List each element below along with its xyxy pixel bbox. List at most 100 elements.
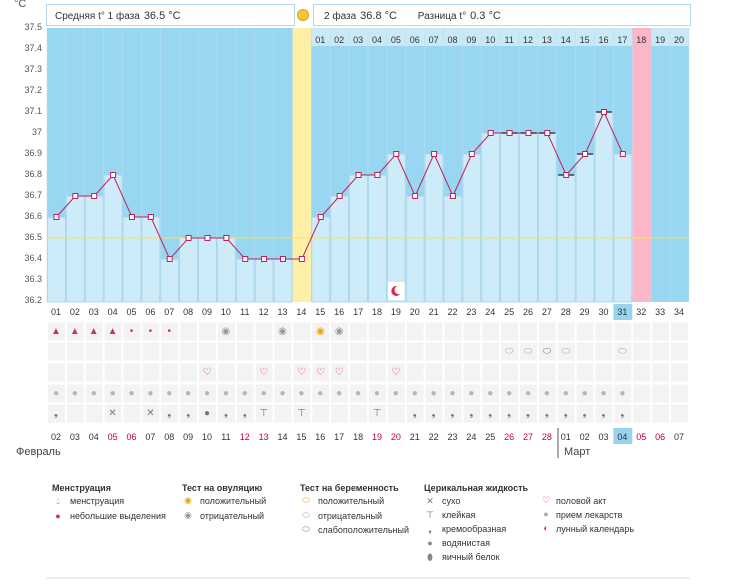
creamy-icon[interactable]: ❟ [601, 408, 606, 419]
creamy-icon[interactable]: ❟ [223, 408, 228, 419]
pill-icon[interactable]: ● [411, 388, 418, 399]
menstruation-icon[interactable]: ▲ [107, 326, 118, 337]
heart-icon[interactable]: ♡ [391, 367, 401, 378]
pill-icon[interactable]: ● [355, 388, 362, 399]
cycle-day-label[interactable]: 05 [126, 307, 137, 317]
creamy-icon[interactable]: ❟ [54, 408, 58, 419]
creamy-icon[interactable]: ❟ [186, 408, 191, 419]
pill-icon[interactable]: ● [166, 388, 173, 399]
cycle-day-label[interactable]: 20 [409, 307, 420, 317]
cycle-day-label[interactable]: 12 [258, 307, 269, 317]
cycle-day-label[interactable]: 32 [636, 307, 647, 317]
creamy-icon[interactable]: ❟ [563, 408, 568, 419]
heart-icon[interactable]: ♡ [334, 367, 344, 378]
cycle-day-label[interactable]: 26 [522, 307, 533, 317]
pill-icon[interactable]: ● [52, 388, 60, 399]
pill-icon[interactable]: ● [449, 388, 456, 399]
creamy-icon[interactable]: ❟ [412, 408, 417, 419]
cycle-day-label[interactable]: 25 [504, 307, 515, 317]
pill-icon[interactable]: ● [317, 388, 324, 399]
pill-icon[interactable]: ● [204, 388, 211, 399]
creamy-icon[interactable]: ❟ [582, 408, 587, 419]
menstruation-icon[interactable]: ▲ [51, 326, 61, 337]
cycle-day-label[interactable]: 34 [674, 307, 685, 317]
cycle-day-label[interactable]: 16 [334, 307, 345, 317]
water-icon[interactable]: ● [204, 408, 211, 419]
pill-icon[interactable]: ● [222, 388, 229, 399]
pill-icon[interactable]: ● [90, 388, 97, 399]
pill-icon[interactable]: ● [185, 388, 192, 399]
menstruation-icon[interactable]: ▲ [69, 326, 80, 337]
cycle-day-label[interactable]: 28 [560, 307, 571, 317]
pill-icon[interactable]: ● [392, 388, 399, 399]
cycle-day-label[interactable]: 04 [107, 307, 118, 317]
creamy-icon[interactable]: ❟ [526, 408, 530, 419]
pill-icon[interactable]: ● [71, 388, 78, 399]
cycle-day-label[interactable]: 03 [88, 307, 99, 317]
pill-icon[interactable]: ● [506, 388, 513, 399]
ovulation-positive-icon[interactable]: ◉ [315, 326, 325, 337]
cycle-day-label[interactable]: 10 [220, 307, 231, 317]
pill-icon[interactable]: ● [524, 388, 532, 399]
pill-icon[interactable]: ● [279, 388, 286, 399]
cycle-day-label[interactable]: 02 [69, 307, 80, 317]
cycle-day-label[interactable]: 08 [183, 307, 194, 317]
pill-icon[interactable]: ● [147, 388, 154, 399]
creamy-icon[interactable]: ❟ [431, 408, 436, 419]
heart-icon[interactable]: ♡ [259, 367, 269, 378]
pill-icon[interactable]: ● [430, 388, 437, 399]
pill-icon[interactable]: ● [581, 388, 588, 399]
cycle-day-label[interactable]: 18 [371, 307, 382, 317]
cycle-day-label[interactable]: 33 [655, 307, 666, 317]
cycle-day-label[interactable]: 15 [315, 307, 326, 317]
pill-icon[interactable]: ● [468, 388, 475, 399]
cycle-day-label[interactable]: 23 [466, 307, 477, 317]
cycle-day-label[interactable]: 24 [485, 307, 496, 317]
cycle-day-label[interactable]: 14 [296, 307, 307, 317]
pregnancy-negative-icon[interactable]: ⬭ [561, 346, 571, 357]
cycle-day-label[interactable]: 17 [353, 307, 364, 317]
dry-icon[interactable]: ✕ [108, 408, 117, 419]
creamy-icon[interactable]: ❟ [167, 408, 172, 419]
light-spotting-icon[interactable]: • [167, 326, 172, 337]
pill-icon[interactable]: ● [128, 388, 135, 399]
sticky-icon[interactable]: ⊤ [297, 408, 306, 419]
pregnancy-negative-icon[interactable]: ⬭ [523, 346, 533, 357]
dry-icon[interactable]: ✕ [146, 408, 155, 419]
cycle-day-label[interactable]: 11 [240, 307, 250, 317]
creamy-icon[interactable]: ❟ [242, 408, 247, 419]
creamy-icon[interactable]: ❟ [507, 408, 512, 419]
cycle-day-label[interactable]: 29 [579, 307, 590, 317]
creamy-icon[interactable]: ❟ [544, 408, 549, 419]
creamy-icon[interactable]: ❟ [469, 408, 474, 419]
pregnancy-negative-icon[interactable]: ⬭ [618, 346, 627, 357]
pill-icon[interactable]: ● [241, 388, 248, 399]
ovulation-negative-icon[interactable]: ◉ [334, 326, 344, 337]
light-spotting-icon[interactable]: • [148, 326, 153, 337]
creamy-icon[interactable]: ❟ [620, 408, 625, 419]
sticky-icon[interactable]: ⊤ [372, 408, 382, 419]
ovulation-negative-icon[interactable]: ◉ [278, 326, 287, 337]
heart-icon[interactable]: ♡ [296, 367, 306, 378]
cycle-day-label[interactable]: 13 [277, 307, 288, 317]
cycle-day-label[interactable]: 09 [202, 307, 213, 317]
pregnancy-weak-icon[interactable]: ⬭ [542, 346, 552, 357]
pill-icon[interactable]: ● [336, 388, 343, 399]
pill-icon[interactable]: ● [373, 388, 380, 399]
cycle-day-label[interactable]: 01 [50, 307, 61, 317]
pill-icon[interactable]: ● [298, 388, 305, 399]
cycle-day-label[interactable]: 30 [598, 307, 609, 317]
pill-icon[interactable]: ● [487, 388, 494, 399]
creamy-icon[interactable]: ❟ [488, 408, 493, 419]
sticky-icon[interactable]: ⊤ [259, 408, 269, 419]
creamy-icon[interactable]: ❟ [450, 408, 455, 419]
pill-icon[interactable]: ● [543, 388, 550, 399]
cycle-day-label[interactable]: 06 [145, 307, 156, 317]
ovulation-negative-icon[interactable]: ◉ [221, 326, 231, 337]
cycle-day-label[interactable]: 07 [164, 307, 175, 317]
pill-icon[interactable]: ● [600, 388, 607, 399]
cycle-day-label[interactable]: 22 [447, 307, 458, 317]
cycle-day-label[interactable]: 31 [617, 307, 628, 317]
cycle-day-label[interactable]: 19 [390, 307, 401, 317]
cycle-day-label[interactable]: 21 [428, 307, 439, 317]
